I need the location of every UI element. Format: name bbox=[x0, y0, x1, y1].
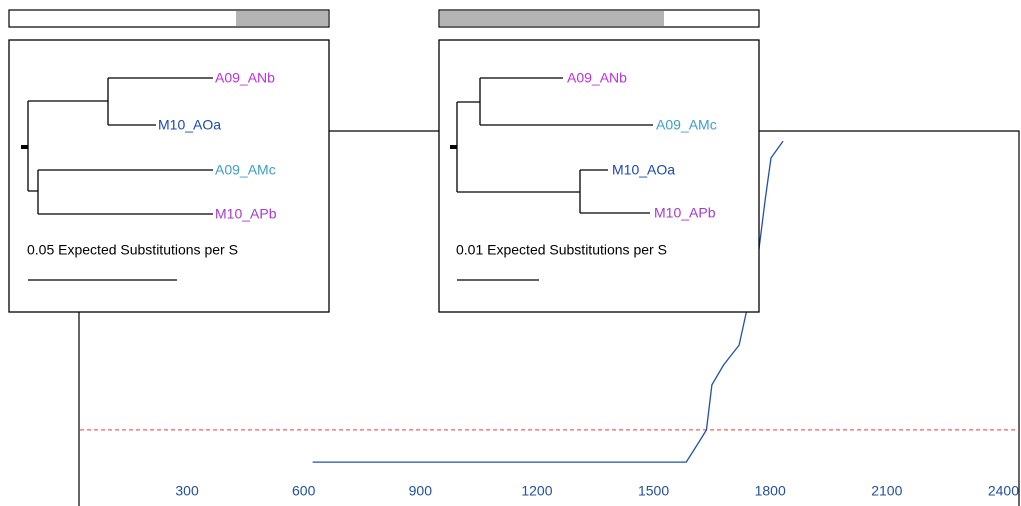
x-tick-label: 1800 bbox=[755, 483, 786, 499]
tree-box bbox=[438, 39, 760, 313]
tree-panel: A09_ANb M10_AOa A09_AMc M10_APb 0.05 Exp… bbox=[8, 39, 330, 313]
leaf-label: M10_AOa bbox=[612, 162, 675, 178]
data-line bbox=[312, 140, 784, 463]
x-tick-label: 2100 bbox=[871, 483, 902, 499]
leaf-label: M10_AOa bbox=[158, 117, 221, 133]
x-tick-label: 600 bbox=[292, 483, 316, 499]
leaf-label: A09_AMc bbox=[215, 162, 276, 178]
scrollbar-thumb[interactable] bbox=[440, 11, 664, 26]
x-tick-label: 1200 bbox=[521, 483, 552, 499]
scale-label: 0.01 Expected Substitutions per S bbox=[456, 242, 667, 258]
leaf-label: M10_APb bbox=[215, 206, 277, 222]
scrollbar-thumb[interactable] bbox=[236, 11, 328, 26]
leaf-label: M10_APb bbox=[654, 205, 716, 221]
leaf-label: A09_ANb bbox=[567, 70, 627, 86]
x-tick-label: 1500 bbox=[638, 483, 669, 499]
leaf-label: A09_AMc bbox=[656, 117, 717, 133]
scale-label: 0.05 Expected Substitutions per S bbox=[27, 242, 238, 258]
tree-box bbox=[8, 39, 330, 313]
leaf-label: A09_ANb bbox=[215, 70, 275, 86]
x-tick-label: 2400 bbox=[988, 483, 1019, 499]
x-tick-label: 300 bbox=[175, 483, 199, 499]
tree-panel: A09_ANb A09_AMc M10_AOa M10_APb 0.01 Exp… bbox=[438, 39, 760, 313]
plot: 300 600 900 1200 1500 1800 2100 2400 bbox=[78, 130, 1020, 506]
x-tick-label: 900 bbox=[409, 483, 433, 499]
